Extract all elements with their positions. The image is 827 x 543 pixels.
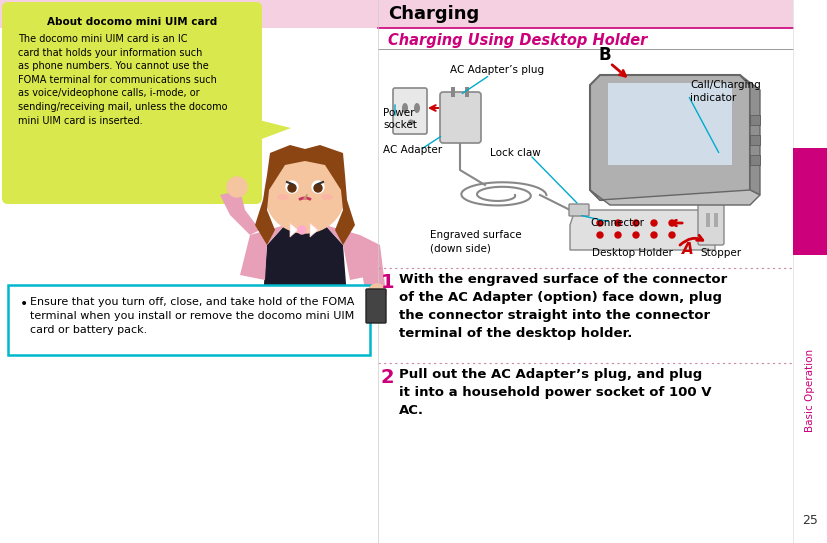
- Circle shape: [633, 232, 639, 238]
- Polygon shape: [260, 225, 350, 335]
- Circle shape: [368, 284, 386, 302]
- Bar: [750, 115, 760, 125]
- Circle shape: [286, 181, 298, 193]
- Text: 1: 1: [381, 273, 394, 292]
- FancyBboxPatch shape: [8, 285, 370, 355]
- Text: AC Adapter’s plug: AC Adapter’s plug: [450, 65, 544, 75]
- Polygon shape: [740, 75, 760, 195]
- FancyBboxPatch shape: [698, 203, 724, 245]
- Polygon shape: [570, 210, 715, 250]
- Text: Connector: Connector: [590, 218, 644, 228]
- Polygon shape: [590, 190, 760, 205]
- Circle shape: [651, 220, 657, 226]
- Text: 25: 25: [802, 514, 818, 527]
- Text: Basic Operation: Basic Operation: [805, 349, 815, 432]
- FancyBboxPatch shape: [440, 92, 481, 143]
- Circle shape: [633, 220, 639, 226]
- Text: About docomo mini UIM card: About docomo mini UIM card: [47, 17, 218, 27]
- Circle shape: [615, 220, 621, 226]
- Bar: [465, 87, 469, 97]
- Circle shape: [651, 232, 657, 238]
- Polygon shape: [220, 190, 260, 235]
- Bar: [714, 213, 718, 227]
- Circle shape: [669, 232, 675, 238]
- Text: AC Adapter: AC Adapter: [383, 145, 442, 155]
- Text: Charging: Charging: [388, 5, 480, 23]
- Text: Desktop Holder: Desktop Holder: [592, 248, 673, 258]
- Circle shape: [314, 184, 322, 192]
- Text: Pull out the AC Adapter’s plug, and plug
it into a household power socket of 100: Pull out the AC Adapter’s plug, and plug…: [399, 368, 711, 417]
- FancyBboxPatch shape: [569, 204, 589, 216]
- Polygon shape: [590, 75, 750, 200]
- Text: •: •: [20, 297, 28, 311]
- Text: Ensure that you turn off, close, and take hold of the FOMA
terminal when you ins: Ensure that you turn off, close, and tak…: [30, 297, 355, 335]
- Polygon shape: [350, 235, 385, 290]
- Circle shape: [288, 184, 296, 192]
- Circle shape: [597, 232, 603, 238]
- Bar: [378, 0, 793, 28]
- Polygon shape: [325, 225, 375, 280]
- Bar: [793, 148, 827, 255]
- Circle shape: [312, 181, 324, 193]
- Bar: [451, 87, 455, 97]
- Text: Stopper: Stopper: [700, 248, 741, 258]
- FancyBboxPatch shape: [366, 289, 386, 323]
- Polygon shape: [255, 145, 355, 245]
- Circle shape: [597, 220, 603, 226]
- Circle shape: [669, 220, 675, 226]
- Bar: [0, 0, 378, 28]
- Circle shape: [265, 153, 345, 233]
- Polygon shape: [290, 223, 298, 237]
- Bar: [750, 155, 760, 165]
- Text: Lock claw: Lock claw: [490, 148, 541, 158]
- Text: A: A: [682, 243, 694, 257]
- Text: The docomo mini UIM card is an IC
card that holds your information such
as phone: The docomo mini UIM card is an IC card t…: [18, 34, 227, 125]
- Text: Engraved surface
(down side): Engraved surface (down side): [430, 230, 522, 253]
- Text: 2: 2: [381, 368, 394, 387]
- Polygon shape: [240, 225, 285, 280]
- FancyBboxPatch shape: [393, 88, 427, 134]
- Bar: [706, 213, 710, 227]
- Ellipse shape: [408, 119, 414, 124]
- Ellipse shape: [321, 194, 333, 200]
- Text: Call/Charging
indicator: Call/Charging indicator: [690, 80, 761, 103]
- Ellipse shape: [277, 194, 289, 200]
- FancyBboxPatch shape: [2, 2, 262, 204]
- Ellipse shape: [414, 103, 420, 113]
- Bar: [297, 213, 313, 233]
- Polygon shape: [251, 118, 291, 143]
- Text: B: B: [599, 46, 611, 64]
- Text: With the engraved surface of the connector
of the AC Adapter (option) face down,: With the engraved surface of the connect…: [399, 273, 727, 340]
- Bar: [750, 135, 760, 145]
- Text: Charging Using Desktop Holder: Charging Using Desktop Holder: [388, 34, 648, 48]
- Ellipse shape: [402, 103, 408, 113]
- Polygon shape: [310, 223, 318, 237]
- Circle shape: [227, 177, 247, 197]
- Circle shape: [298, 226, 306, 234]
- Circle shape: [615, 232, 621, 238]
- Polygon shape: [608, 83, 732, 165]
- Text: Power
socket: Power socket: [383, 108, 417, 130]
